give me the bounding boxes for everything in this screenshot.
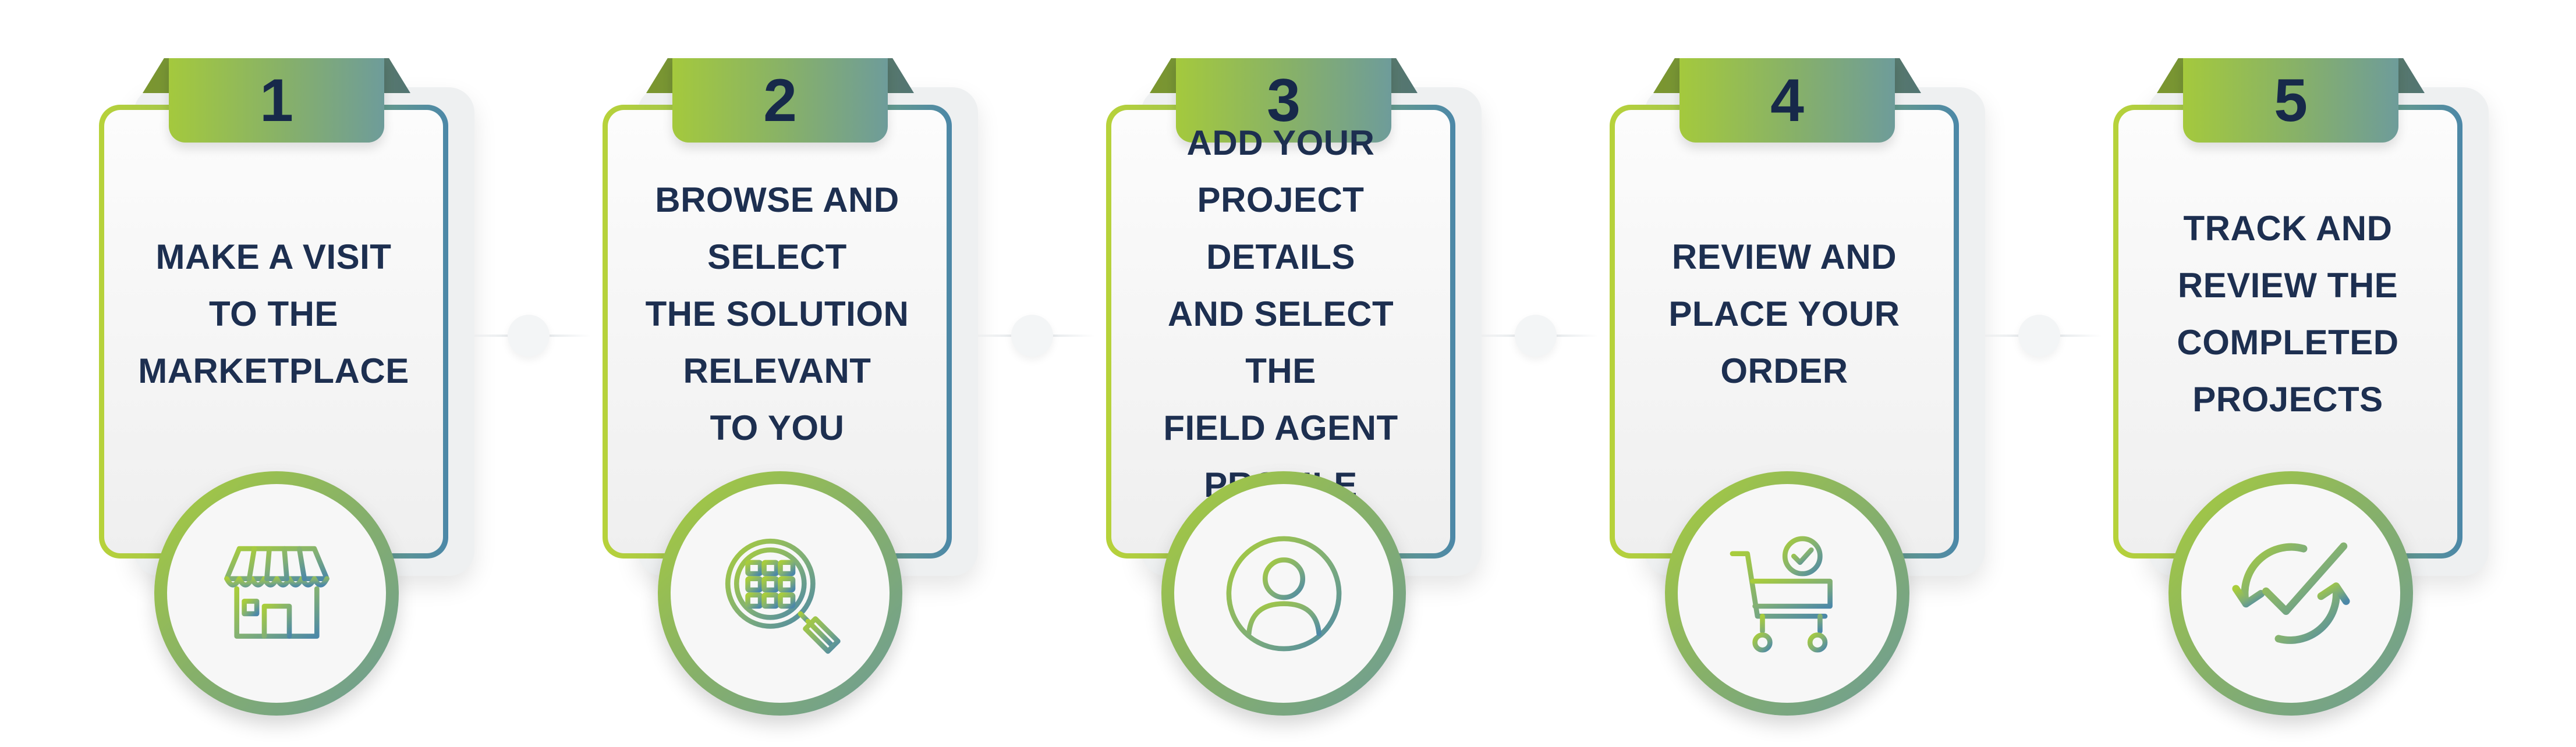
connector-dot (1011, 315, 1053, 357)
step-number-tab: 3 (1176, 58, 1391, 143)
step-number: 2 (763, 66, 797, 134)
icon-circle (154, 471, 399, 716)
step-5: 5 TRACK AND REVIEW THE COMPLETED PROJECT… (2096, 0, 2492, 747)
step-2: 2 BROWSE AND SELECT THE SOLUTION RELEVAN… (585, 0, 981, 747)
step-1: 1 MAKE A VISIT TO THE MARKETPLACE (82, 0, 477, 747)
connector-dot (1514, 315, 1557, 357)
icon-circle (1665, 471, 1909, 716)
step-number: 3 (1267, 66, 1301, 134)
step-number: 5 (2274, 66, 2308, 134)
step-label: REVIEW AND PLACE YOUR ORDER (1668, 237, 1900, 390)
user-profile-icon (1226, 536, 1341, 651)
step-3: 3 ADD YOUR PROJECT DETAILS AND SELECT TH… (1089, 0, 1484, 747)
step-number: 1 (260, 66, 293, 134)
storefront-icon (219, 546, 334, 651)
step-label: MAKE A VISIT TO THE MARKETPLACE (138, 237, 409, 390)
connector-1-2 (466, 315, 591, 357)
connector-3-4 (1473, 315, 1598, 357)
icon-circle (658, 471, 902, 716)
step-number-tab: 4 (1679, 58, 1895, 143)
step-label: TRACK AND REVIEW THE COMPLETED PROJECTS (2177, 209, 2399, 419)
step-number-tab: 2 (672, 58, 888, 143)
step-number: 4 (1770, 66, 1804, 134)
connector-dot (2018, 315, 2060, 357)
step-4: 4 REVIEW AND PLACE YOUR ORDER (1592, 0, 1988, 747)
cart-check-icon (1730, 536, 1835, 653)
step-card (1610, 105, 1959, 559)
search-grid-icon (725, 538, 841, 654)
step-number-tab: 5 (2183, 58, 2398, 143)
refresh-check-icon (2231, 542, 2350, 644)
step-label: BROWSE AND SELECT THE SOLUTION RELEVANT … (645, 180, 909, 447)
step-card (99, 105, 448, 559)
icon-circle (1161, 471, 1406, 716)
connector-4-5 (1976, 315, 2102, 357)
icon-circle (2168, 471, 2413, 716)
connector-2-3 (969, 315, 1094, 357)
step-label: ADD YOUR PROJECT DETAILS AND SELECT THE … (1163, 123, 1398, 504)
step-number-tab: 1 (169, 58, 384, 143)
connector-dot (507, 315, 550, 357)
step-card (1106, 105, 1455, 559)
